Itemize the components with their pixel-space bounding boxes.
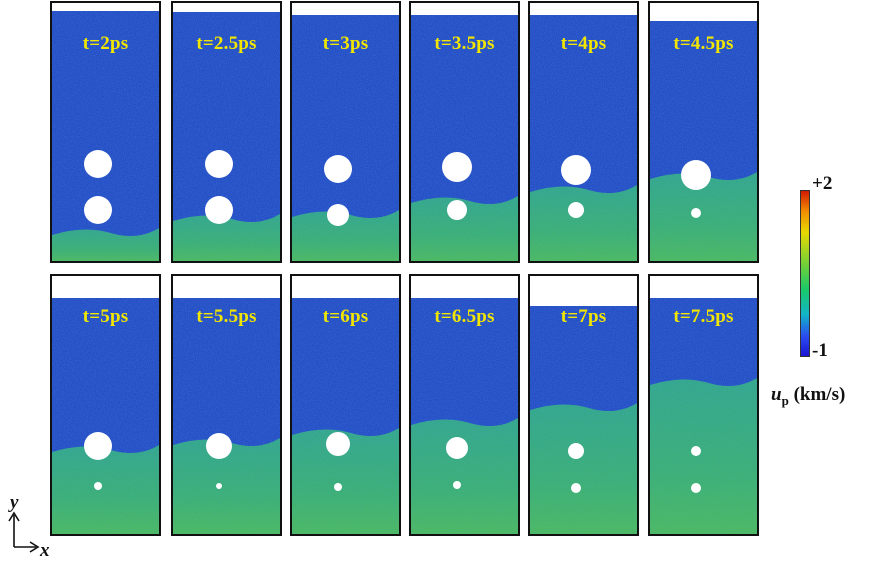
upper-void <box>446 437 468 459</box>
velocity-field <box>292 15 399 261</box>
x-arrowhead-icon <box>29 541 40 553</box>
upper-void <box>691 446 701 456</box>
upper-void <box>206 433 232 459</box>
particle-noise <box>173 298 280 534</box>
velocity-field <box>411 298 518 534</box>
lower-void <box>571 483 581 493</box>
lower-void <box>94 482 102 490</box>
x-axis-label: x <box>39 540 50 561</box>
particle-noise <box>52 298 159 534</box>
lower-void <box>334 483 342 491</box>
velocity-field <box>52 298 159 534</box>
snapshot-panel: t=5.5ps <box>171 274 282 536</box>
snapshot-panel: t=2.5ps <box>171 1 282 263</box>
lower-void <box>327 204 349 226</box>
time-label: t=6ps <box>322 306 369 327</box>
time-label: t=5ps <box>82 306 129 327</box>
upper-void <box>324 155 352 183</box>
colorbar-quantity-label: up (km/s) <box>771 384 845 409</box>
lower-void <box>691 208 701 218</box>
lower-void <box>568 202 584 218</box>
time-label: t=2.5ps <box>196 33 257 54</box>
lower-void <box>691 483 701 493</box>
y-axis-label: y <box>8 492 19 513</box>
particle-noise <box>411 298 518 534</box>
time-label: t=3.5ps <box>434 33 495 54</box>
velocity-field <box>173 12 280 261</box>
upper-void <box>326 432 350 456</box>
velocity-field <box>530 306 637 534</box>
coordinate-axes: y x <box>8 492 50 561</box>
upper-void <box>561 155 591 185</box>
particle-noise <box>292 298 399 534</box>
colorbar-max-label: +2 <box>812 173 833 194</box>
snapshot-panel: t=3ps <box>290 1 401 263</box>
upper-void <box>205 150 233 178</box>
quantity-unit: (km/s) <box>788 384 846 405</box>
particle-noise <box>650 298 757 534</box>
particle-noise <box>530 15 637 261</box>
snapshot-panel: t=2ps <box>50 1 161 263</box>
snapshot-panel: t=7.5ps <box>648 274 759 536</box>
velocity-field <box>650 298 757 534</box>
time-label: t=3ps <box>322 33 369 54</box>
quantity-subscript: p <box>781 392 789 408</box>
upper-void <box>84 150 112 178</box>
quantity-symbol: u <box>771 384 782 405</box>
y-arrowhead-icon <box>8 511 20 522</box>
snapshot-panel: t=6.5ps <box>409 274 520 536</box>
velocity-field <box>530 15 637 261</box>
particle-noise <box>411 15 518 261</box>
upper-void <box>442 152 472 182</box>
time-label: t=4ps <box>560 33 607 54</box>
snapshot-panel: t=4.5ps <box>648 1 759 263</box>
upper-void <box>568 443 584 459</box>
velocity-colorbar <box>800 190 810 357</box>
lower-void <box>453 481 461 489</box>
upper-void <box>84 432 112 460</box>
velocity-field <box>650 21 757 261</box>
lower-void <box>205 196 233 224</box>
lower-void <box>84 196 112 224</box>
particle-noise <box>650 21 757 261</box>
time-label: t=7ps <box>560 306 607 327</box>
snapshot-panel: t=4ps <box>528 1 639 263</box>
time-label: t=4.5ps <box>673 33 734 54</box>
snapshot-panel: t=5ps <box>50 274 161 536</box>
time-label: t=2ps <box>82 33 129 54</box>
lower-void <box>216 483 222 489</box>
colorbar-min-label: -1 <box>812 340 828 361</box>
velocity-field <box>411 15 518 261</box>
velocity-field <box>292 298 399 534</box>
snapshot-panel: t=3.5ps <box>409 1 520 263</box>
velocity-field <box>173 298 280 534</box>
snapshot-panel: t=7ps <box>528 274 639 536</box>
velocity-field <box>52 11 159 261</box>
time-label: t=5.5ps <box>196 306 257 327</box>
time-label: t=6.5ps <box>434 306 495 327</box>
lower-void <box>447 200 467 220</box>
upper-void <box>681 160 711 190</box>
snapshot-panel: t=6ps <box>290 274 401 536</box>
particle-noise <box>530 306 637 534</box>
time-label: t=7.5ps <box>673 306 734 327</box>
